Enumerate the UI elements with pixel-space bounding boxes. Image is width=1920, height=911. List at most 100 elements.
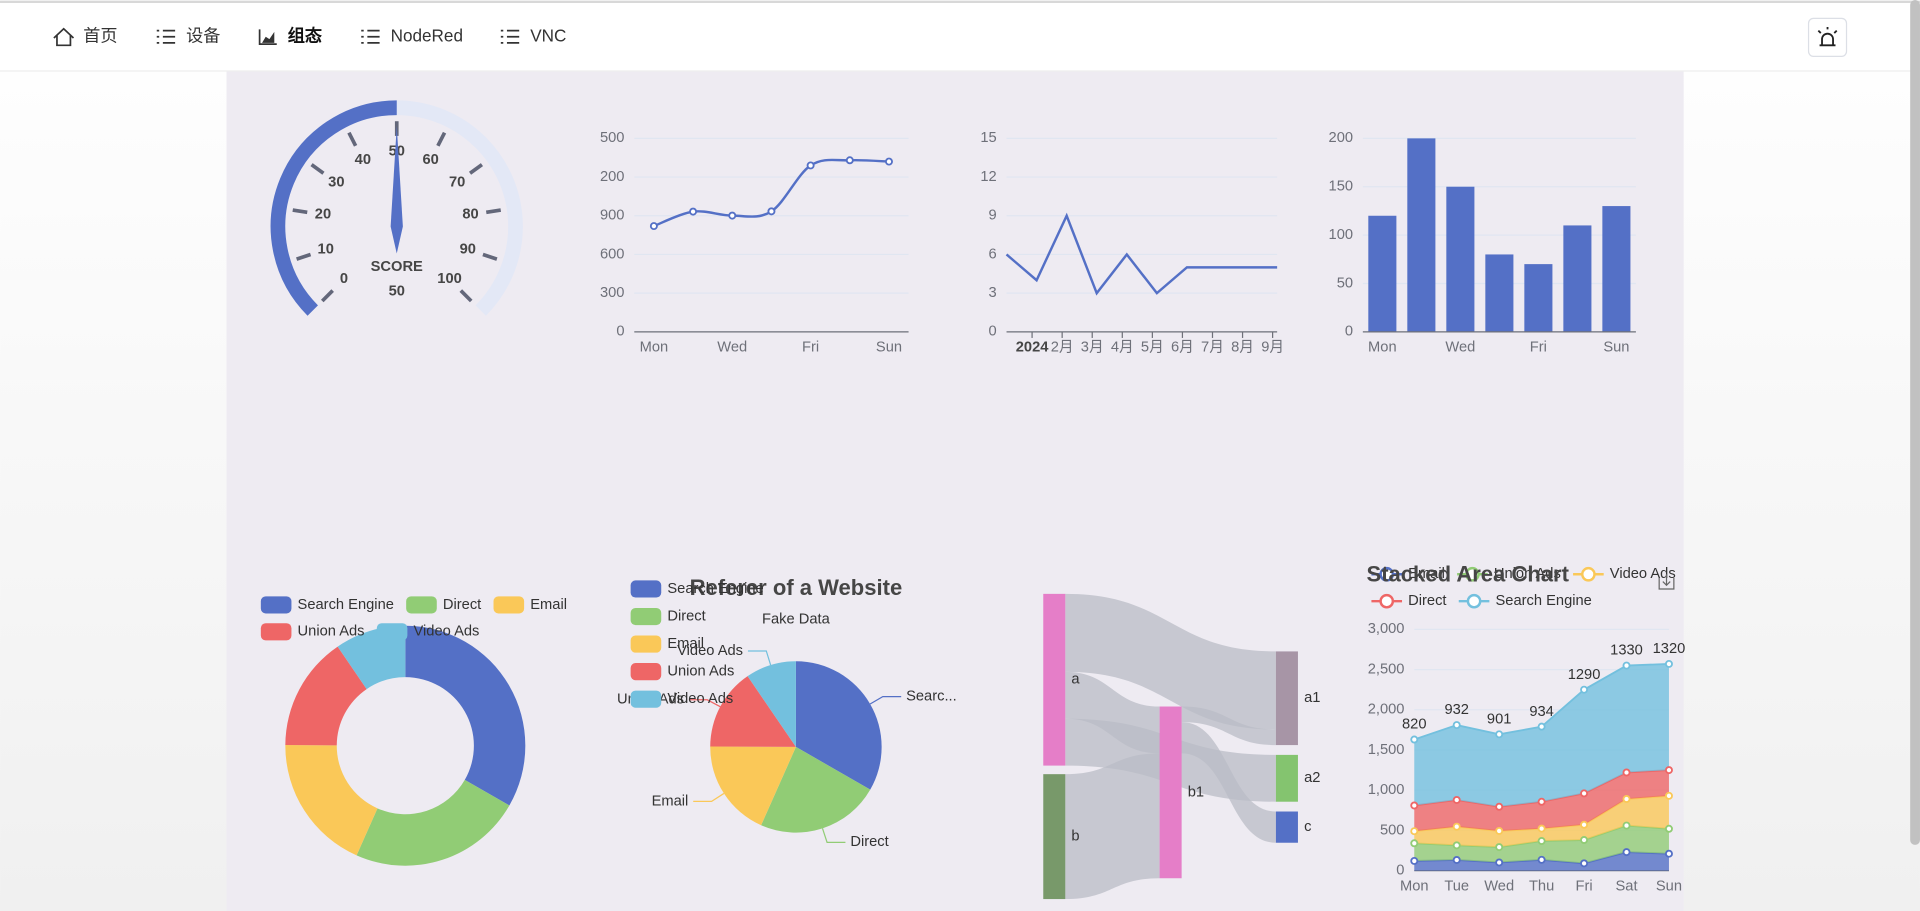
y-tick-label: 3,000 bbox=[1368, 621, 1405, 637]
nav-item[interactable]: 设备 bbox=[156, 25, 221, 45]
legend-item[interactable]: Email bbox=[493, 596, 567, 614]
sankey-node bbox=[1159, 706, 1182, 879]
gauge-tick-label: 30 bbox=[328, 174, 344, 190]
y-tick-label: 500 bbox=[600, 130, 625, 146]
slice-label: Email bbox=[652, 793, 689, 809]
legend-item[interactable]: Union Ads bbox=[260, 623, 365, 641]
nav-item[interactable]: VNC bbox=[500, 25, 567, 45]
slice bbox=[285, 646, 367, 746]
legend-item[interactable]: Search Engine bbox=[260, 596, 394, 614]
x-tick-label: Fri bbox=[1575, 878, 1592, 894]
legend-icon bbox=[493, 596, 525, 614]
legend-label: Search Engine bbox=[298, 597, 394, 613]
legend-label: Email bbox=[530, 597, 567, 613]
point bbox=[728, 211, 737, 220]
point bbox=[1537, 722, 1546, 731]
x-tick-label: Mon bbox=[1400, 878, 1429, 894]
nav-item[interactable]: 首页 bbox=[53, 25, 118, 47]
sankey-node bbox=[1043, 593, 1066, 766]
point bbox=[1410, 801, 1419, 810]
point bbox=[1537, 824, 1546, 833]
point bbox=[1664, 659, 1673, 668]
alarm-button-box[interactable] bbox=[1807, 17, 1848, 57]
alarm-button[interactable] bbox=[1807, 17, 1848, 57]
nav-label: 首页 bbox=[83, 25, 117, 45]
legend-icon bbox=[1379, 593, 1395, 609]
point bbox=[1452, 796, 1461, 804]
x-tick-label: Mon bbox=[1368, 340, 1397, 356]
gauge-tick-label: 80 bbox=[462, 207, 478, 223]
sankey-link bbox=[1065, 753, 1160, 900]
nav-label: 设备 bbox=[186, 25, 220, 45]
legend-item[interactable]: Union Ads bbox=[630, 663, 735, 681]
point bbox=[1664, 824, 1673, 833]
slice-label: Video Ads bbox=[677, 643, 743, 659]
y-tick-label: 6 bbox=[989, 246, 997, 262]
nav-item[interactable]: NodeRed bbox=[361, 25, 463, 45]
point bbox=[1664, 849, 1673, 858]
top-bar bbox=[0, 0, 1920, 72]
legend-item[interactable]: Union Ads bbox=[1457, 566, 1561, 582]
legend-label: Union Ads bbox=[298, 624, 365, 640]
gauge-pointer bbox=[390, 126, 403, 254]
legend-icon bbox=[630, 607, 662, 626]
legend-item[interactable]: Video Ads bbox=[376, 623, 480, 641]
legend-label: Union Ads bbox=[1494, 566, 1561, 582]
x-tick-label: 3月 bbox=[1081, 340, 1104, 356]
gauge-tick bbox=[485, 208, 502, 215]
legend-label: Direct bbox=[667, 608, 705, 624]
chart-subtitle: Fake Data bbox=[762, 611, 831, 627]
point bbox=[1622, 848, 1631, 857]
nav-icon bbox=[500, 29, 520, 44]
sankey-node bbox=[1275, 651, 1298, 746]
point bbox=[1580, 836, 1589, 845]
y-tick-label: 1,500 bbox=[1368, 742, 1405, 758]
gauge-tick bbox=[347, 131, 358, 147]
bar bbox=[1407, 138, 1436, 332]
legend-item[interactable]: Email bbox=[630, 635, 704, 653]
gauge-value: 50 bbox=[389, 283, 405, 299]
legend-item[interactable]: Video Ads bbox=[630, 690, 734, 708]
point bbox=[1410, 856, 1419, 865]
legend-item[interactable]: Email bbox=[1371, 566, 1445, 582]
legend-item[interactable]: Video Ads bbox=[1573, 566, 1676, 582]
legend-label: Video Ads bbox=[667, 691, 733, 707]
point bbox=[1664, 766, 1673, 775]
legend-item[interactable]: Direct bbox=[1371, 593, 1447, 609]
area bbox=[1414, 770, 1669, 832]
point bbox=[1580, 685, 1589, 694]
data-label: 934 bbox=[1529, 704, 1554, 720]
y-tick-label: 300 bbox=[600, 285, 625, 301]
bar bbox=[1368, 215, 1397, 332]
label-line bbox=[821, 828, 846, 843]
x-tick-label: Tue bbox=[1444, 878, 1469, 894]
point bbox=[1495, 858, 1504, 867]
legend-item[interactable]: Direct bbox=[406, 596, 481, 614]
legend-item[interactable]: Search Engine bbox=[630, 580, 764, 598]
nav-item[interactable]: 组态 bbox=[258, 25, 323, 45]
x-tick-label: Wed bbox=[717, 340, 747, 356]
gauge-tick bbox=[292, 208, 308, 215]
sankey-node-label: b bbox=[1071, 828, 1079, 844]
legend-item[interactable]: Search Engine bbox=[1458, 593, 1592, 609]
x-tick-label: Fri bbox=[1530, 340, 1547, 356]
gauge-tick bbox=[436, 131, 447, 147]
point bbox=[1495, 730, 1504, 739]
toolbox-icon[interactable] bbox=[1658, 574, 1675, 590]
x-tick-label: Mon bbox=[640, 340, 669, 356]
legend-item[interactable]: Direct bbox=[630, 607, 706, 626]
point bbox=[1410, 735, 1419, 744]
gauge-tick-label: 90 bbox=[460, 241, 476, 257]
y-tick-label: 150 bbox=[1329, 179, 1354, 195]
point bbox=[689, 207, 698, 216]
y-tick-label: 50 bbox=[1337, 275, 1353, 291]
sankey-node-label: b1 bbox=[1188, 784, 1204, 800]
slice-label: Searc... bbox=[906, 689, 957, 705]
nav-icon bbox=[258, 29, 277, 45]
legend-icon bbox=[1466, 593, 1482, 609]
sankey-node-label: a1 bbox=[1304, 690, 1320, 706]
x-tick-label: Wed bbox=[1484, 878, 1514, 894]
label-line bbox=[869, 696, 902, 705]
gauge-tick-label: 70 bbox=[449, 174, 465, 190]
x-tick-label: 4月 bbox=[1111, 340, 1134, 356]
